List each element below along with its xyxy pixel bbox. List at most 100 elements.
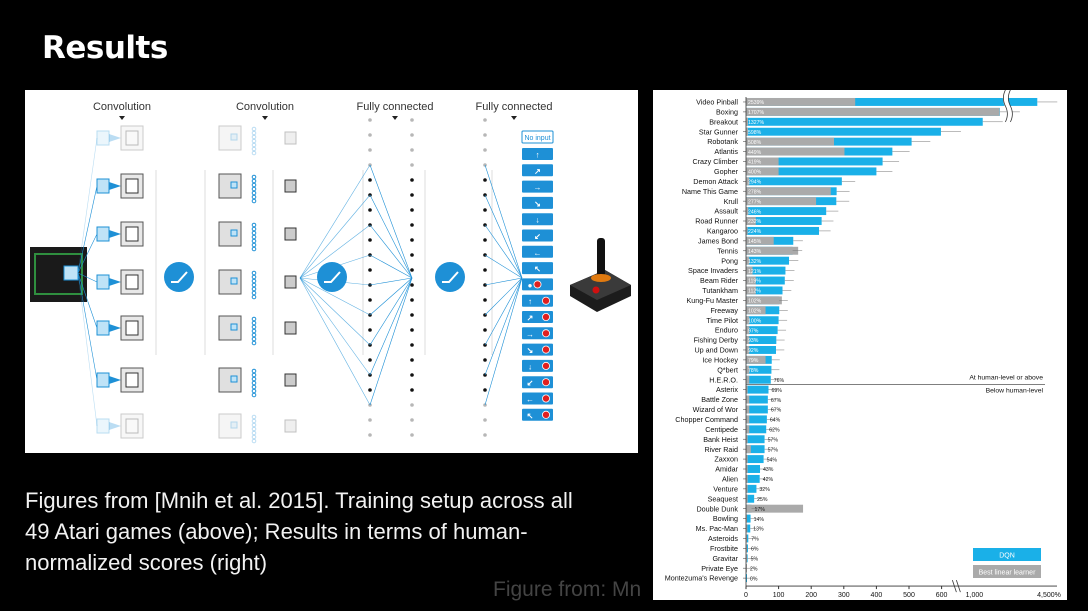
- connection: [77, 272, 98, 329]
- unit: [251, 380, 257, 386]
- up-left-fire-icon-glyph: ↖: [527, 411, 534, 420]
- layer-label: Convolution: [93, 101, 151, 113]
- connection: [484, 254, 523, 279]
- unit: [251, 234, 257, 240]
- bar-dqn: [746, 494, 755, 503]
- value-label: 419%: [748, 160, 762, 166]
- neuron: [368, 178, 372, 182]
- category-label: H.E.R.O.: [709, 375, 738, 384]
- slide-title: Results: [42, 30, 168, 66]
- arrow-down-icon: [522, 213, 553, 226]
- unit: [251, 238, 257, 244]
- bar-dqn: [746, 445, 765, 454]
- value-label: 121%: [748, 269, 762, 275]
- neuron: [483, 268, 487, 272]
- joystick-icon: [570, 238, 631, 312]
- neuron: [483, 163, 487, 167]
- unit: [251, 422, 257, 428]
- neuron: [483, 433, 487, 437]
- connection: [77, 272, 98, 283]
- unit: [251, 174, 257, 180]
- bar-linear: [746, 246, 799, 255]
- architecture-figure: Convolution Convolution Fully connected Ful…: [25, 90, 638, 453]
- category-label: Robotank: [707, 137, 738, 146]
- layer-label: Fully connected: [475, 101, 552, 113]
- figure-caption: Figures from [Mnih et al. 2015]. Trainin…: [25, 488, 573, 575]
- bar-dqn: [746, 375, 771, 384]
- neuron: [368, 208, 372, 212]
- neuron: [410, 178, 414, 182]
- bar-linear: [746, 455, 748, 464]
- value-label: 54%: [767, 457, 778, 463]
- down-right-fire-icon-glyph: ↘: [527, 346, 534, 355]
- neuron: [410, 433, 414, 437]
- feature-map: [218, 315, 242, 341]
- bar-dqn: [746, 217, 822, 225]
- category-label: Venture: [713, 484, 738, 493]
- bar-dqn: [746, 336, 777, 345]
- category-label: Amidar: [715, 465, 738, 474]
- bar-dqn: [746, 226, 820, 235]
- unit: [251, 332, 257, 338]
- category-label: Breakout: [709, 117, 738, 126]
- neuron: [410, 193, 414, 197]
- unit: [251, 126, 257, 132]
- connection: [369, 164, 413, 279]
- unit: [251, 230, 257, 236]
- bar-dqn: [746, 167, 877, 176]
- connection: [484, 224, 523, 279]
- filter-small: [96, 320, 110, 336]
- receptive-field: [230, 229, 238, 237]
- category-label: Pong: [721, 256, 738, 265]
- category-label: Tutankham: [702, 286, 738, 295]
- connection: [299, 277, 371, 346]
- receptive-field: [230, 181, 238, 189]
- bar-linear: [746, 97, 856, 106]
- filter-arrow: [109, 134, 121, 142]
- unit: [251, 286, 257, 292]
- neuron: [368, 388, 372, 392]
- filter-small: [96, 130, 110, 146]
- arrow-right-icon: [522, 180, 553, 193]
- value-label: 64%: [770, 418, 781, 424]
- x-tick-label: 0: [744, 592, 748, 599]
- category-label: Star Gunner: [699, 127, 739, 136]
- value-label: 32%: [759, 487, 770, 493]
- unit: [251, 222, 257, 228]
- bar-break-gap: [1002, 88, 1012, 124]
- x-tick-label: 300: [838, 592, 850, 599]
- unit: [251, 226, 257, 232]
- bar-linear: [746, 534, 747, 543]
- value-label: 42%: [763, 477, 774, 483]
- feature-map-small: [284, 227, 297, 241]
- fire-dot: [542, 410, 551, 419]
- connection: [369, 254, 413, 279]
- x-tick-label: 4,500%: [1037, 592, 1061, 599]
- filter-arrow: [109, 422, 121, 430]
- connection: [484, 164, 523, 279]
- value-label: 449%: [748, 150, 762, 156]
- neuron: [410, 133, 414, 137]
- neuron: [410, 403, 414, 407]
- bar-linear: [746, 266, 753, 275]
- category-label: Alien: [722, 475, 738, 484]
- filter-arrow: [109, 376, 121, 384]
- feature-map-small: [284, 275, 297, 289]
- neuron: [483, 208, 487, 212]
- neuron: [410, 328, 414, 332]
- neuron: [368, 268, 372, 272]
- filter-arrow: [109, 182, 121, 190]
- category-label: Chopper Command: [675, 415, 738, 424]
- neuron: [483, 238, 487, 242]
- connection: [484, 277, 523, 316]
- neuron: [410, 163, 414, 167]
- caret-down-icon: [262, 116, 268, 120]
- category-label: Ice Hockey: [702, 355, 738, 364]
- value-label: 145%: [748, 239, 762, 245]
- joystick-stick: [597, 238, 605, 280]
- value-label: 1327%: [748, 120, 765, 126]
- relu-icon: [435, 262, 465, 292]
- bar-linear: [746, 306, 766, 315]
- value-label: 57%: [768, 447, 779, 453]
- bar-linear: [746, 435, 748, 444]
